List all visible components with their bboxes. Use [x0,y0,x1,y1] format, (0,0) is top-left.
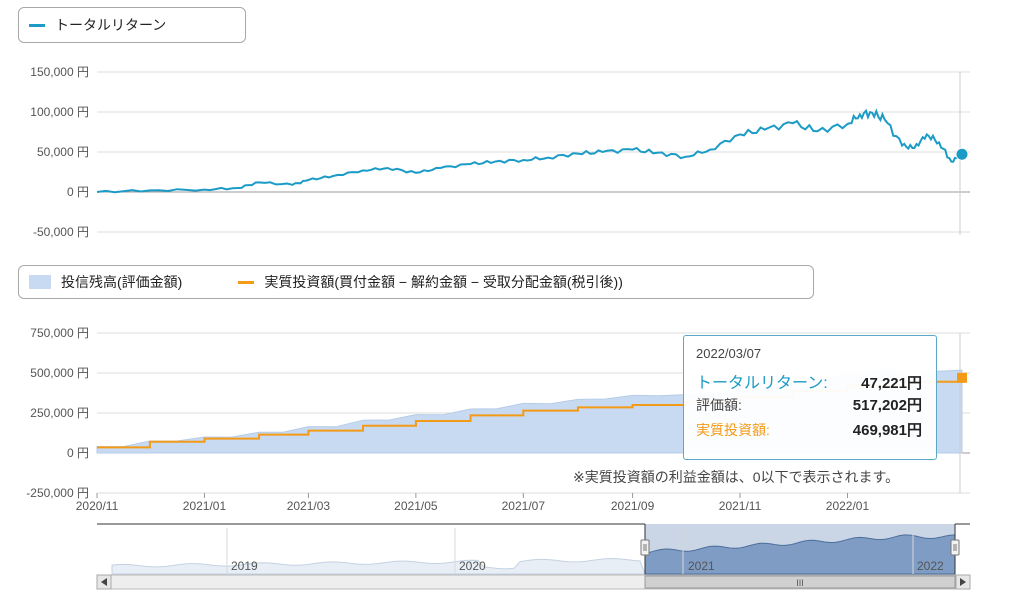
navigator-year-label: 2022 [917,559,944,573]
legend-line-swatch [238,280,255,284]
scrollbar-left-button[interactable] [96,574,112,590]
x-tick-label: 2021/01 [183,499,227,513]
navigator-selected-range [645,524,955,574]
tooltip-value: 469,981円 [852,422,922,439]
legend-area-swatch [29,275,51,289]
legend-item-investment[interactable]: 実質投資額(買付金額 − 解約金額 − 受取分配金額(税引後)) [238,272,623,292]
y-tick-label: -250,000 円 [26,486,89,500]
tooltip-row-investment: 実質投資額: 469,981円 [696,419,922,444]
y-tick-label: 250,000 円 [30,406,89,420]
tooltip-label: 評価額: [696,397,742,413]
tooltip-row-total-return: トータルリターン: 47,221円 [696,369,922,394]
navigator-year-label: 2021 [688,559,715,573]
tooltip-date: 2022/03/07 [696,346,762,361]
bottom-y-axis-labels: 750,000 円 500,000 円 250,000 円 0 円 -250,000 円 [26,326,89,500]
legend-item-total-return[interactable]: トータルリターン [29,15,166,35]
y-tick-label: 100,000 円 [30,105,89,119]
x-tick-label: 2020/11 [76,499,119,513]
tooltip-value: 517,202円 [852,397,922,414]
navigator-year-label: 2019 [231,559,258,573]
total-return-marker [955,147,969,161]
tooltip-row-valuation: 評価額: 517,202円 [696,394,922,419]
navigator-year-label: 2020 [459,559,486,573]
balance-legend: 投信残高(評価金額) 実質投資額(買付金額 − 解約金額 − 受取分配金額(税引… [18,265,814,299]
navigator-right-handle[interactable] [950,539,960,556]
arrow-left-icon [101,578,107,586]
y-tick-label: 50,000 円 [37,145,89,159]
x-tick-label: 2021/05 [394,499,438,513]
legend-label: 投信残高(評価金額) [61,274,183,290]
y-tick-label: 0 円 [67,446,89,460]
legend-item-balance[interactable]: 投信残高(評価金額) [29,272,182,292]
total-return-line [96,108,963,194]
tooltip-label: 実質投資額: [696,422,770,438]
scrollbar-right-button[interactable] [955,574,971,590]
navigator-selected-area [644,534,956,575]
investment-marker [957,372,967,383]
navigator-left-handle[interactable] [640,539,650,556]
y-tick-label: 150,000 円 [30,65,89,79]
y-tick-label: 500,000 円 [30,366,89,380]
hover-tooltip: 2022/03/07 トータルリターン: 47,221円 評価額: 517,20… [683,335,937,460]
legend-label: トータルリターン [55,17,167,33]
scrollbar-track[interactable] [96,574,971,590]
top-y-axis-labels: 150,000 円 100,000 円 50,000 円 0 円 -50,000 円 [30,65,89,239]
navigator-history-area [111,557,646,575]
x-tick-label: 2021/03 [287,499,331,513]
legend-line-swatch [29,23,45,27]
x-tick-label: 2021/09 [611,499,655,513]
arrow-right-icon [960,578,966,586]
x-tick-label: 2022/01 [826,499,870,513]
scrollbar-thumb[interactable] [644,575,956,589]
tooltip-value: 47,221円 [861,375,922,392]
legend-label: 実質投資額(買付金額 − 解約金額 − 受取分配金額(税引後)) [264,274,623,290]
y-tick-label: 0 円 [67,185,89,199]
scrollbar-grip: III [796,578,804,588]
total-return-chart: 150,000 円 100,000 円 50,000 円 0 円 -50,000 円 [30,65,970,239]
profit-note: ※実質投資額の利益金額は、0以下で表示されます。 [573,467,900,487]
top-grid [97,71,970,233]
x-tick-label: 2021/11 [719,499,762,513]
return-legend: トータルリターン [18,7,246,43]
y-tick-label: 750,000 円 [30,326,89,340]
x-tick-label: 2021/07 [502,499,546,513]
y-tick-label: -50,000 円 [33,225,89,239]
tooltip-label: トータルリターン: [696,375,828,392]
bottom-x-axis-labels: 2020/11 2021/01 2021/03 2021/05 2021/07 2021/… [76,493,870,513]
